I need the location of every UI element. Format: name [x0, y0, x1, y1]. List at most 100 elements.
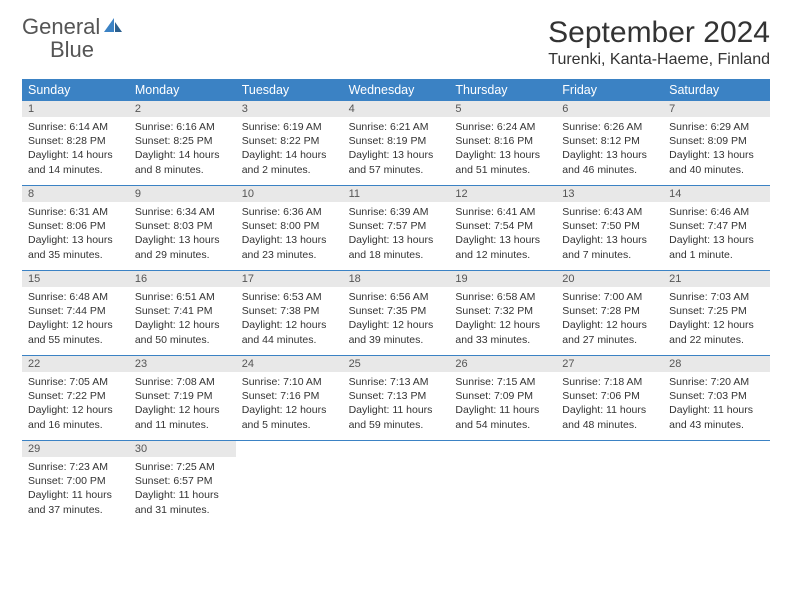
day-cell: 18Sunrise: 6:56 AMSunset: 7:35 PMDayligh… — [343, 271, 450, 355]
sunrise-line: Sunrise: 6:26 AM — [562, 120, 657, 134]
sunset-line: Sunset: 7:03 PM — [669, 389, 764, 403]
day-body: Sunrise: 6:56 AMSunset: 7:35 PMDaylight:… — [349, 290, 444, 347]
day-number: 12 — [449, 186, 556, 202]
daylight-line: Daylight: 13 hours and 46 minutes. — [562, 148, 657, 176]
day-number: 7 — [663, 101, 770, 117]
day-cell: 7 Sunrise: 6:29 AMSunset: 8:09 PMDaylight… — [663, 101, 770, 185]
day-number: 15 — [22, 271, 129, 287]
daylight-line: Daylight: 12 hours and 50 minutes. — [135, 318, 230, 346]
daylight-line: Daylight: 13 hours and 23 minutes. — [242, 233, 337, 261]
logo-word1: General — [22, 14, 100, 39]
daylight-line: Daylight: 13 hours and 51 minutes. — [455, 148, 550, 176]
daylight-line: Daylight: 13 hours and 29 minutes. — [135, 233, 230, 261]
day-body: Sunrise: 7:05 AMSunset: 7:22 PMDaylight:… — [28, 375, 123, 432]
daylight-line: Daylight: 11 hours and 31 minutes. — [135, 488, 230, 516]
calendar: Sunday Monday Tuesday Wednesday Thursday… — [22, 79, 770, 525]
day-body: Sunrise: 7:18 AMSunset: 7:06 PMDaylight:… — [562, 375, 657, 432]
day-number: 9 — [129, 186, 236, 202]
sunrise-line: Sunrise: 6:36 AM — [242, 205, 337, 219]
page: General Blue September 2024 Turenki, Kan… — [0, 0, 792, 541]
day-number: 14 — [663, 186, 770, 202]
sunrise-line: Sunrise: 7:25 AM — [135, 460, 230, 474]
day-cell: 26Sunrise: 7:15 AMSunset: 7:09 PMDayligh… — [449, 356, 556, 440]
dow-friday: Friday — [556, 79, 663, 101]
daylight-line: Daylight: 14 hours and 8 minutes. — [135, 148, 230, 176]
day-cell: 8Sunrise: 6:31 AMSunset: 8:06 PMDaylight… — [22, 186, 129, 270]
day-body: Sunrise: 6:48 AMSunset: 7:44 PMDaylight:… — [28, 290, 123, 347]
daylight-line: Daylight: 13 hours and 57 minutes. — [349, 148, 444, 176]
sunset-line: Sunset: 7:41 PM — [135, 304, 230, 318]
daylight-line: Daylight: 12 hours and 33 minutes. — [455, 318, 550, 346]
sunrise-line: Sunrise: 6:48 AM — [28, 290, 123, 304]
daylight-line: Daylight: 13 hours and 35 minutes. — [28, 233, 123, 261]
daylight-line: Daylight: 14 hours and 14 minutes. — [28, 148, 123, 176]
day-number: 4 — [343, 101, 450, 117]
day-cell — [236, 441, 343, 525]
sunset-line: Sunset: 8:25 PM — [135, 134, 230, 148]
sunrise-line: Sunrise: 6:39 AM — [349, 205, 444, 219]
day-cell: 9Sunrise: 6:34 AMSunset: 8:03 PMDaylight… — [129, 186, 236, 270]
sunset-line: Sunset: 7:38 PM — [242, 304, 337, 318]
day-body: Sunrise: 6:46 AMSunset: 7:47 PMDaylight:… — [669, 205, 764, 262]
day-cell: 13Sunrise: 6:43 AMSunset: 7:50 PMDayligh… — [556, 186, 663, 270]
day-number: 19 — [449, 271, 556, 287]
location: Turenki, Kanta-Haeme, Finland — [548, 51, 770, 69]
daylight-line: Daylight: 13 hours and 1 minute. — [669, 233, 764, 261]
day-cell: 30Sunrise: 7:25 AMSunset: 6:57 PMDayligh… — [129, 441, 236, 525]
day-number: 27 — [556, 356, 663, 372]
sunrise-line: Sunrise: 6:43 AM — [562, 205, 657, 219]
day-body: Sunrise: 7:00 AMSunset: 7:28 PMDaylight:… — [562, 290, 657, 347]
day-cell: 12Sunrise: 6:41 AMSunset: 7:54 PMDayligh… — [449, 186, 556, 270]
day-number: 5 — [449, 101, 556, 117]
day-cell: 14 Sunrise: 6:46 AMSunset: 7:47 PMDayligh… — [663, 186, 770, 270]
logo-sail-icon — [102, 16, 124, 34]
day-body: Sunrise: 7:23 AMSunset: 7:00 PMDaylight:… — [28, 460, 123, 517]
day-body: Sunrise: 6:31 AMSunset: 8:06 PMDaylight:… — [28, 205, 123, 262]
sunset-line: Sunset: 7:19 PM — [135, 389, 230, 403]
daylight-line: Daylight: 12 hours and 16 minutes. — [28, 403, 123, 431]
day-number: 29 — [22, 441, 129, 457]
header: General Blue September 2024 Turenki, Kan… — [22, 16, 770, 69]
day-number: 30 — [129, 441, 236, 457]
sunset-line: Sunset: 7:35 PM — [349, 304, 444, 318]
day-body: Sunrise: 6:39 AMSunset: 7:57 PMDaylight:… — [349, 205, 444, 262]
daylight-line: Daylight: 12 hours and 5 minutes. — [242, 403, 337, 431]
sunset-line: Sunset: 7:28 PM — [562, 304, 657, 318]
day-number: 16 — [129, 271, 236, 287]
day-number: 1 — [22, 101, 129, 117]
sunset-line: Sunset: 7:32 PM — [455, 304, 550, 318]
daylight-line: Daylight: 13 hours and 12 minutes. — [455, 233, 550, 261]
sunset-line: Sunset: 7:13 PM — [349, 389, 444, 403]
sunrise-line: Sunrise: 6:58 AM — [455, 290, 550, 304]
sunrise-line: Sunrise: 7:23 AM — [28, 460, 123, 474]
day-number: 26 — [449, 356, 556, 372]
day-number: 11 — [343, 186, 450, 202]
dow-wednesday: Wednesday — [343, 79, 450, 101]
dow-monday: Monday — [129, 79, 236, 101]
day-cell: 28Sunrise: 7:20 AMSunset: 7:03 PMDayligh… — [663, 356, 770, 440]
day-cell — [556, 441, 663, 525]
day-number: 10 — [236, 186, 343, 202]
sunset-line: Sunset: 8:06 PM — [28, 219, 123, 233]
sunset-line: Sunset: 8:03 PM — [135, 219, 230, 233]
sunrise-line: Sunrise: 7:20 AM — [669, 375, 764, 389]
logo-word2: Blue — [50, 37, 94, 62]
day-cell: 27 Sunrise: 7:18 AMSunset: 7:06 PMDayligh… — [556, 356, 663, 440]
sunrise-line: Sunrise: 6:29 AM — [669, 120, 764, 134]
dow-sunday: Sunday — [22, 79, 129, 101]
sunrise-line: Sunrise: 7:15 AM — [455, 375, 550, 389]
day-body: Sunrise: 7:13 AMSunset: 7:13 PMDaylight:… — [349, 375, 444, 432]
week-row: 1 Sunrise: 6:14 AMSunset: 8:28 PMDaylight… — [22, 101, 770, 185]
sunrise-line: Sunrise: 6:46 AM — [669, 205, 764, 219]
sunrise-line: Sunrise: 7:05 AM — [28, 375, 123, 389]
day-body: Sunrise: 6:14 AMSunset: 8:28 PMDaylight:… — [28, 120, 123, 177]
day-body: Sunrise: 6:29 AMSunset: 8:09 PMDaylight:… — [669, 120, 764, 177]
day-cell: 22Sunrise: 7:05 AMSunset: 7:22 PMDayligh… — [22, 356, 129, 440]
sunset-line: Sunset: 8:22 PM — [242, 134, 337, 148]
day-cell: 20Sunrise: 7:00 AMSunset: 7:28 PMDayligh… — [556, 271, 663, 355]
day-body: Sunrise: 6:26 AMSunset: 8:12 PMDaylight:… — [562, 120, 657, 177]
sunrise-line: Sunrise: 6:31 AM — [28, 205, 123, 219]
dow-saturday: Saturday — [663, 79, 770, 101]
day-cell — [343, 441, 450, 525]
dow-tuesday: Tuesday — [236, 79, 343, 101]
